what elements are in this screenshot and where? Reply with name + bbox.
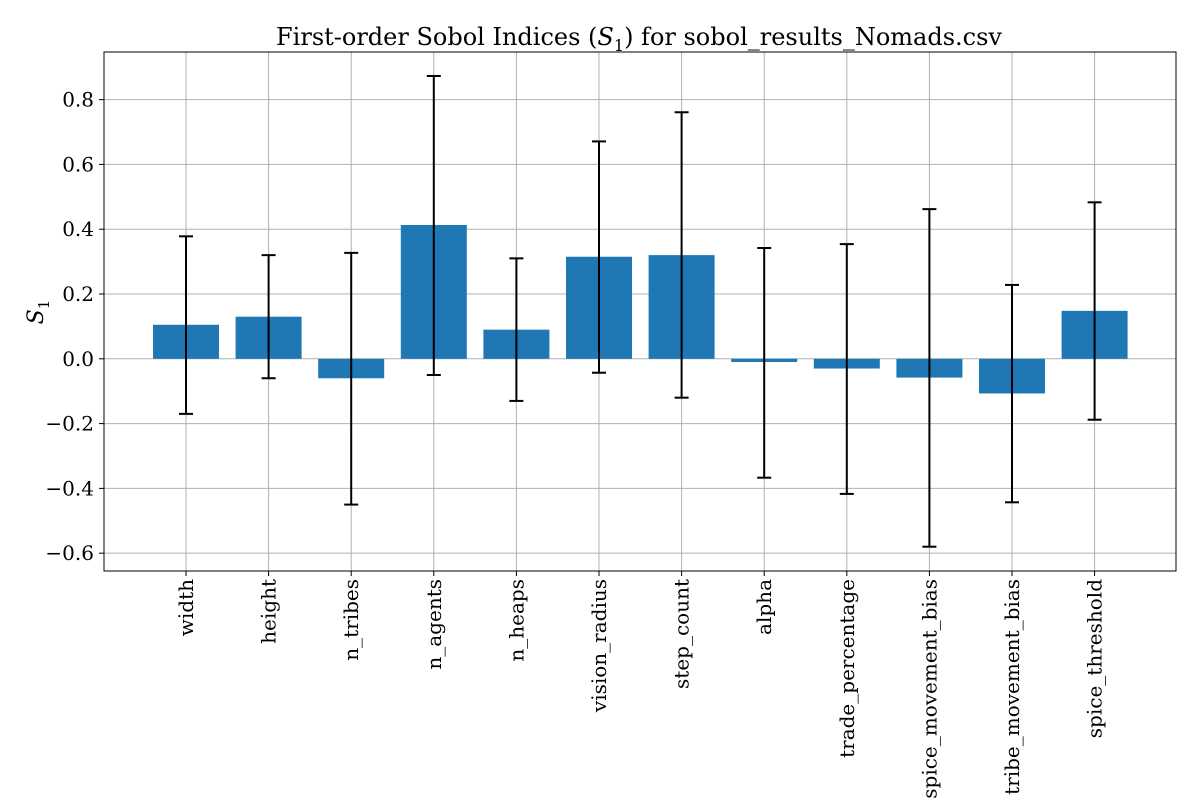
y-tick-label: 0.6: [62, 152, 94, 176]
y-axis-label: S1: [24, 300, 53, 325]
x-tick-label: step_count: [670, 579, 694, 689]
y-tick-label: −0.4: [45, 476, 94, 500]
x-axis: width height n_tribes n_agents n_heaps vision…: [174, 571, 1107, 799]
x-tick-label: spice_threshold: [1083, 579, 1107, 738]
x-tick-label: alpha: [752, 579, 776, 635]
y-tick-label: −0.2: [45, 412, 94, 436]
y-tick-label: 0.4: [62, 217, 94, 241]
y-tick-label: 0.2: [62, 282, 94, 306]
x-tick-label: spice_movement_bias: [917, 579, 941, 799]
x-tick-label: n_tribes: [339, 579, 363, 661]
y-tick-label: 0.8: [62, 88, 94, 112]
grid: [104, 52, 1176, 571]
x-tick-label: width: [174, 579, 198, 636]
y-tick-label: −0.6: [45, 541, 94, 565]
y-axis: −0.6 −0.4 −0.2 0.0 0.2 0.4 0.6 0.8: [45, 88, 104, 565]
bars: [153, 225, 1128, 394]
x-tick-label: vision_radius: [587, 579, 611, 713]
x-tick-label: n_agents: [422, 579, 446, 670]
chart-title: First-order Sobol Indices (S1) for sobol…: [276, 23, 1002, 55]
y-tick-label: 0.0: [62, 347, 94, 371]
x-tick-label: height: [257, 579, 281, 644]
error-bars: [179, 74, 1102, 548]
x-tick-label: trade_percentage: [835, 579, 859, 758]
x-tick-label: n_heaps: [504, 579, 528, 662]
plot-frame: [103, 51, 1177, 572]
x-tick-label: tribe_movement_bias: [1000, 579, 1024, 795]
